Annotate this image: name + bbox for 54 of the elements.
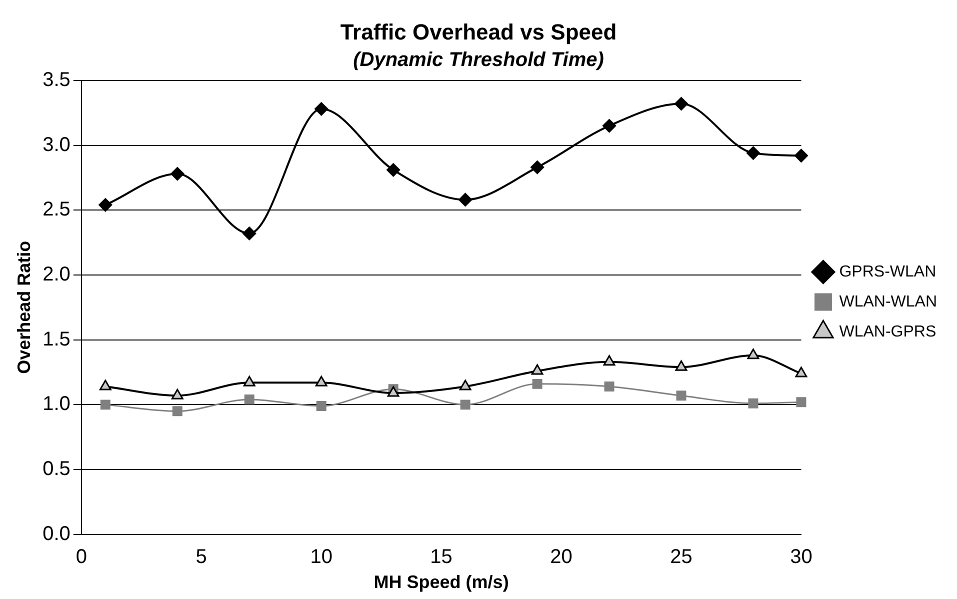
y-tick-label: 3.5 (42, 68, 70, 91)
point (459, 380, 472, 390)
point (795, 366, 808, 378)
point (675, 360, 688, 371)
point (98, 198, 112, 212)
point (243, 376, 256, 386)
point (386, 163, 400, 177)
y-tick-label: 0.0 (42, 522, 70, 545)
legend-label: WLAN-WLAN (839, 293, 937, 310)
y-tick-label: 0.5 (42, 458, 70, 480)
x-tick-label: 5 (196, 546, 207, 568)
point (99, 380, 112, 390)
x-axis-title: MH Speed (m/s) (374, 572, 509, 592)
point (531, 364, 544, 375)
point (170, 167, 184, 181)
point (458, 192, 472, 206)
point (171, 388, 184, 400)
y-axis-title: Overhead Ratio (14, 240, 34, 374)
x-tick-label: 25 (670, 546, 692, 568)
y-tick-label: 2.0 (42, 263, 70, 286)
x-tick-label: 30 (790, 546, 812, 568)
x-tick-label: 20 (550, 546, 572, 568)
y-tick-label: 2.5 (42, 198, 70, 221)
point (532, 378, 542, 389)
point (676, 390, 686, 401)
point (172, 406, 182, 416)
y-tick-label: 3.0 (42, 134, 70, 156)
legend-label: GPRS-WLAN (839, 263, 936, 280)
x-tick-label: 15 (430, 546, 452, 568)
point (242, 226, 256, 240)
legend-label: WLAN-GPRS (839, 323, 936, 340)
point (674, 97, 688, 110)
point (530, 160, 544, 174)
point (460, 400, 470, 410)
y-tick-label: 1.5 (42, 328, 70, 350)
point (244, 394, 254, 404)
point (748, 398, 758, 408)
x-tick-label: 10 (310, 546, 332, 568)
x-tick-label: 0 (76, 546, 87, 568)
point (604, 382, 614, 392)
point (316, 400, 326, 411)
point (746, 146, 760, 160)
point (602, 119, 616, 133)
chart-subtitle: (Dynamic Threshold Time) (353, 48, 604, 71)
chart-title: Traffic Overhead vs Speed (340, 19, 617, 44)
point (747, 348, 760, 360)
point (796, 397, 806, 408)
point (603, 355, 616, 366)
point (794, 148, 808, 162)
point (387, 386, 400, 397)
y-tick-label: 1.0 (42, 393, 70, 416)
point (314, 102, 328, 116)
point (315, 376, 328, 386)
point (100, 400, 110, 410)
